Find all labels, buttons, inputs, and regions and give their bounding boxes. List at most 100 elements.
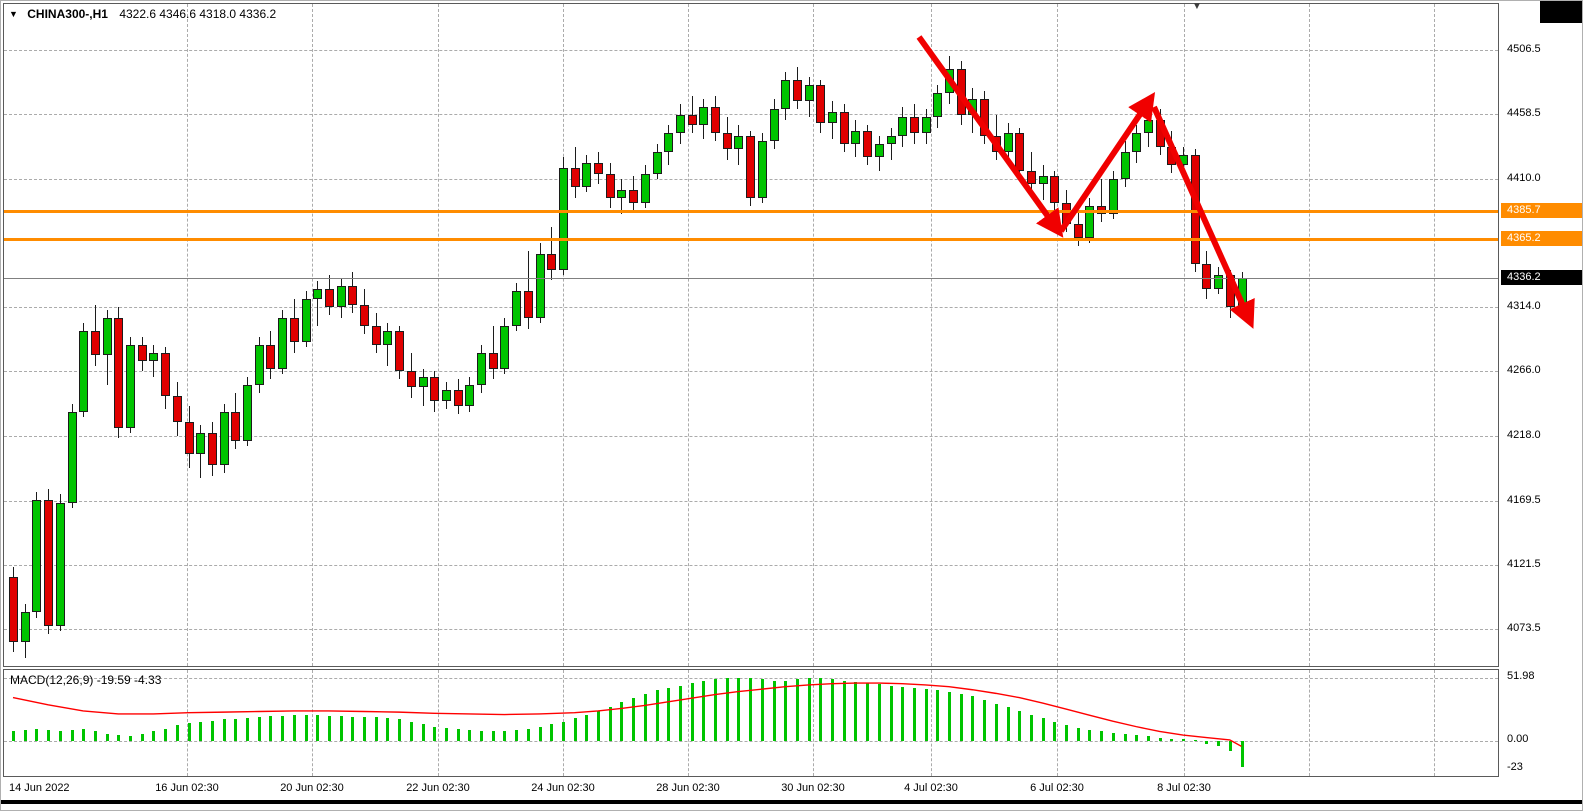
- price-axis[interactable]: 4506.5 4458.5 4410.0 4314.0 4266.0 4218.0 4169…: [1501, 1, 1582, 777]
- top-right-corner-box: [1540, 1, 1582, 23]
- time-gridline: [1434, 670, 1435, 776]
- macd-histogram-bar: [23, 730, 27, 742]
- candle: [757, 141, 767, 198]
- time-axis-label: 4 Jul 02:30: [904, 782, 958, 794]
- macd-histogram-bar: [678, 685, 682, 742]
- macd-gridline: [4, 741, 1498, 743]
- candle: [523, 291, 533, 318]
- candle: [406, 371, 416, 388]
- candle: [828, 111, 837, 123]
- candle: [324, 288, 334, 308]
- time-gridline: [1309, 670, 1310, 776]
- macd-axis-label: 0.00: [1507, 733, 1529, 746]
- macd-histogram-bar: [363, 716, 366, 742]
- candle: [909, 117, 919, 134]
- macd-histogram-bar: [93, 731, 97, 742]
- candle: [90, 331, 100, 356]
- current-price-line: [4, 277, 1498, 279]
- time-gridline: [813, 670, 814, 776]
- candle: [278, 317, 288, 369]
- time-axis-label: 28 Jun 02:30: [656, 782, 720, 794]
- candle: [933, 93, 943, 118]
- macd-histogram-bar: [597, 710, 600, 742]
- candle-wick: [492, 325, 494, 380]
- macd-histogram-bar: [175, 725, 179, 742]
- candle: [863, 130, 873, 158]
- candle: [675, 114, 685, 134]
- macd-histogram-bar: [772, 680, 776, 742]
- macd-histogram-bar: [140, 733, 144, 742]
- macd-histogram-bar: [538, 726, 542, 742]
- macd-histogram-bar: [842, 680, 846, 742]
- macd-histogram-bar: [339, 715, 343, 742]
- candle: [746, 136, 756, 198]
- candle-wick: [317, 280, 319, 326]
- macd-histogram-bar: [1018, 710, 1022, 742]
- candle: [874, 144, 884, 158]
- macd-histogram-bar: [1170, 738, 1174, 742]
- price-gridline: [4, 564, 1498, 566]
- candle: [582, 162, 592, 187]
- macd-histogram-bar: [433, 726, 437, 742]
- candle: [395, 331, 405, 372]
- candle: [921, 117, 931, 134]
- macd-histogram-bar: [1205, 741, 1209, 744]
- macd-histogram-bar: [129, 736, 132, 742]
- macd-histogram-bar: [608, 707, 612, 742]
- candle: [9, 577, 18, 642]
- time-axis-label: 22 Jun 02:30: [406, 782, 470, 794]
- symbol-dropdown-icon[interactable]: ▼: [9, 9, 18, 19]
- candle: [161, 352, 171, 396]
- time-axis[interactable]: 14 Jun 2022 16 Jun 02:30 20 Jun 02:30 22 Ju…: [1, 780, 1582, 799]
- macd-histogram-bar: [561, 721, 565, 742]
- candle: [547, 253, 557, 270]
- candle: [67, 411, 77, 503]
- trend-arrow[interactable]: [1151, 105, 1255, 329]
- time-gridline: [312, 670, 313, 776]
- candle: [781, 79, 791, 110]
- macd-histogram-bar: [199, 721, 203, 742]
- price-axis-label: 4073.5: [1507, 621, 1541, 634]
- time-axis-label: 8 Jul 02:30: [1157, 782, 1211, 794]
- price-chart-panel[interactable]: [3, 3, 1499, 667]
- candle: [500, 325, 510, 369]
- macd-histogram-bar: [164, 729, 168, 742]
- candle: [699, 106, 709, 126]
- candle: [336, 285, 346, 308]
- chart-shift-marker[interactable]: ▼: [1192, 1, 1202, 12]
- candle-wick: [387, 323, 389, 367]
- candle: [687, 114, 697, 126]
- macd-histogram-bar: [386, 718, 390, 742]
- macd-histogram-bar: [526, 729, 530, 742]
- time-axis-label: 24 Jun 02:30: [531, 782, 595, 794]
- macd-histogram-bar: [866, 683, 870, 742]
- macd-histogram-bar: [924, 689, 928, 742]
- macd-histogram-bar: [105, 733, 109, 742]
- candle-wick: [890, 128, 892, 161]
- time-axis-label: 14 Jun 2022: [9, 782, 70, 794]
- candle: [137, 344, 147, 361]
- trend-arrow[interactable]: [1058, 92, 1156, 233]
- chart-header: ▼ CHINA300-,H1 4322.6 4346.6 4318.0 4336…: [9, 7, 276, 21]
- macd-histogram-bar: [409, 721, 413, 742]
- macd-histogram-bar: [316, 714, 320, 742]
- macd-histogram-bar: [1240, 741, 1244, 767]
- candle: [266, 344, 276, 369]
- macd-histogram-bar: [35, 729, 39, 742]
- candle-wick: [527, 251, 529, 329]
- price-axis-label: 4169.5: [1507, 493, 1541, 506]
- macd-histogram-bar: [1076, 727, 1080, 742]
- macd-panel[interactable]: MACD(12,26,9) -19.59 -4.33: [3, 669, 1499, 777]
- candle: [79, 331, 89, 412]
- candle: [313, 288, 323, 300]
- time-gridline: [1434, 4, 1435, 666]
- trend-arrow[interactable]: [916, 35, 1064, 238]
- macd-histogram-bar: [222, 719, 226, 742]
- candle: [184, 422, 194, 455]
- macd-histogram-bar: [351, 716, 355, 742]
- resistance-line[interactable]: [4, 210, 1498, 214]
- resistance-line[interactable]: [4, 237, 1498, 241]
- macd-histogram-bar: [1088, 730, 1092, 742]
- macd-histogram-bar: [1228, 741, 1232, 751]
